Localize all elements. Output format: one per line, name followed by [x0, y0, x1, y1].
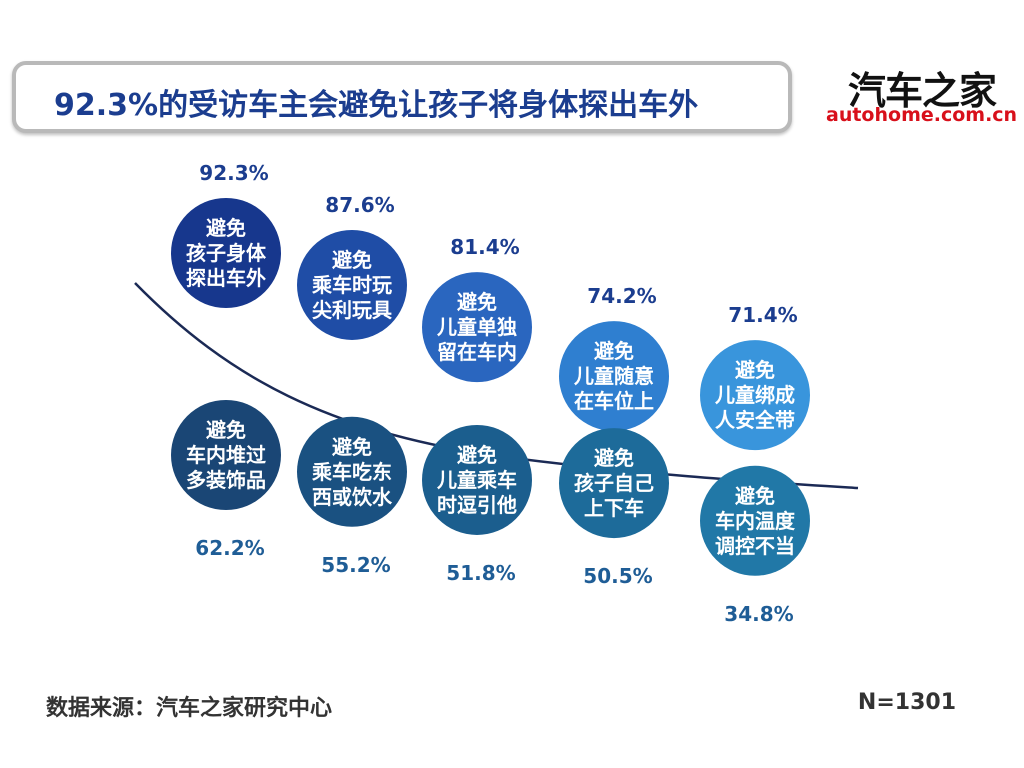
pct-label-bottom-1: 62.2% [195, 536, 264, 560]
bubble-bottom-3 [422, 424, 532, 535]
data-source: 数据来源：汽车之家研究中心 [46, 696, 333, 721]
title-box: 92.3%的受访车主会避免让孩子将身体探出车外 [12, 61, 792, 133]
bubble-label-top-4-line-2: 儿童随意 [573, 364, 654, 388]
bubble-top-1 [171, 198, 281, 308]
bubble-label-bottom-5-line-1: 避免 [735, 484, 775, 508]
pct-label-top-3: 81.4% [450, 235, 519, 259]
bubbles-group: 避免孩子身体探出车外92.3%避免乘车时玩尖利玩具87.6%避免儿童单独留在车内… [171, 161, 810, 626]
bubble-label-bottom-2-line-1: 避免 [332, 435, 372, 459]
bubble-label-top-3-line-1: 避免 [457, 290, 497, 314]
bubble-label-bottom-5-line-2: 车内温度 [715, 509, 796, 533]
bubble-label-bottom-1-line-1: 避免 [206, 418, 246, 442]
bubble-label-top-4-line-3: 在车位上 [574, 389, 654, 413]
pct-label-top-4: 74.2% [587, 284, 656, 308]
bubble-label-top-2-line-3: 尖利玩具 [312, 298, 392, 322]
bubble-label-top-1-line-2: 孩子身体 [186, 241, 267, 265]
bubble-top-5 [700, 340, 810, 451]
bubble-label-top-5-line-3: 人安全带 [715, 408, 795, 432]
bubble-label-top-1-line-1: 避免 [206, 216, 246, 240]
logo-en-text: autohome.com.cn [826, 104, 1018, 126]
bubble-label-bottom-3-line-2: 儿童乘车 [436, 468, 517, 492]
bubble-label-top-5-line-2: 儿童绑成 [714, 383, 795, 407]
bubble-label-bottom-4-line-2: 孩子自己 [574, 471, 654, 495]
bubble-top-3 [422, 272, 532, 383]
bubble-bottom-4 [559, 428, 669, 539]
bubble-label-bottom-1-line-2: 车内堆过 [186, 443, 266, 467]
bubble-top-2 [297, 229, 407, 340]
pct-label-bottom-3: 51.8% [446, 561, 515, 585]
page-title: 92.3%的受访车主会避免让孩子将身体探出车外 [54, 88, 699, 123]
pct-label-top-1: 92.3% [199, 161, 268, 185]
bubble-bottom-2 [297, 416, 407, 527]
bubble-label-top-2-line-1: 避免 [332, 248, 372, 272]
bubble-label-bottom-4-line-1: 避免 [594, 446, 634, 470]
bubble-top-4 [559, 321, 669, 432]
bubble-label-top-3-line-3: 留在车内 [437, 340, 517, 364]
pct-label-top-2: 87.6% [325, 193, 394, 217]
pct-label-top-5: 71.4% [728, 303, 797, 327]
pct-label-bottom-4: 50.5% [583, 564, 652, 588]
pct-label-bottom-5: 34.8% [724, 602, 793, 626]
bubble-label-bottom-2-line-3: 西或饮水 [312, 485, 393, 509]
bubble-label-top-5-line-1: 避免 [735, 358, 775, 382]
bubble-label-bottom-3-line-1: 避免 [457, 443, 497, 467]
bubble-label-top-3-line-2: 儿童单独 [436, 315, 517, 339]
sample-size: N=1301 [857, 690, 956, 715]
bubble-label-bottom-2-line-2: 乘车吃东 [311, 460, 392, 484]
bubble-label-bottom-3-line-3: 时逗引他 [437, 493, 517, 517]
bubble-label-top-4-line-1: 避免 [594, 339, 634, 363]
logo-cn-text: 汽车之家 [847, 69, 997, 113]
pct-label-bottom-2: 55.2% [321, 553, 390, 577]
bubble-label-bottom-4-line-3: 上下车 [584, 496, 644, 520]
bubble-label-top-1-line-3: 探出车外 [186, 266, 266, 290]
bubble-label-bottom-5-line-3: 调控不当 [715, 534, 795, 558]
bubble-label-bottom-1-line-3: 多装饰品 [186, 468, 266, 492]
bubble-label-top-2-line-2: 乘车时玩 [311, 273, 392, 297]
bubble-bottom-5 [700, 465, 810, 576]
autohome-logo: 汽车之家 autohome.com.cn [826, 60, 1018, 130]
bubble-bottom-1 [171, 400, 281, 510]
